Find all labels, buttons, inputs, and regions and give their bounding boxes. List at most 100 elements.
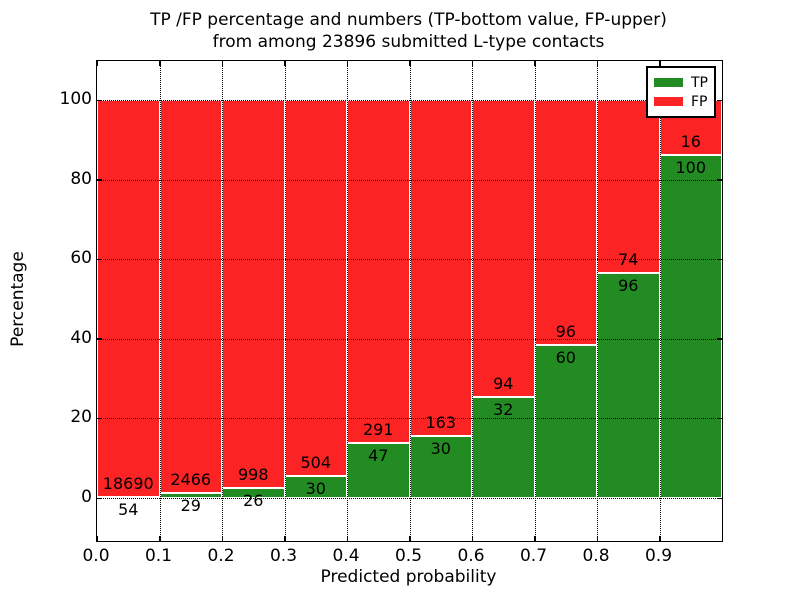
tp-bar-segment: [534, 344, 597, 498]
legend-item: TP: [654, 73, 714, 92]
tp-count-label: 47: [368, 445, 389, 465]
x-gridline: [659, 61, 661, 541]
tp-bar-segment: [347, 442, 410, 498]
fp-count-label: 96: [555, 321, 576, 341]
x-tick-label: 0.4: [332, 546, 360, 566]
tp-bar-segment: [597, 273, 660, 498]
legend-item: FP: [654, 92, 714, 111]
y-tick-mark-left: [97, 338, 102, 340]
fp-bar-segment: [284, 100, 347, 476]
x-tick-mark-bottom: [534, 536, 536, 541]
x-tick-label: 0.8: [582, 546, 610, 566]
legend-box: TP FP: [646, 66, 716, 118]
x-gridline: [222, 61, 223, 541]
tp-count-label: 26: [243, 490, 264, 510]
tp-count-label: 54: [118, 499, 139, 519]
x-tick-label: 0.1: [144, 546, 173, 566]
fp-count-label: 16: [680, 131, 701, 151]
x-tick-mark-top: [96, 61, 98, 66]
x-gridline: [409, 61, 411, 541]
y-tick-mark-right: [717, 417, 722, 420]
x-gridline: [472, 61, 473, 541]
y-tick-mark-right: [717, 99, 722, 101]
fp-count-label: 2466: [170, 470, 212, 490]
x-tick-mark-top: [221, 61, 223, 66]
x-tick-mark-top: [659, 61, 661, 66]
fp-count-label: 163: [425, 413, 457, 433]
legend-item-label: TP: [691, 74, 708, 91]
x-tick-mark-bottom: [409, 536, 411, 541]
tp-count-label: 60: [555, 347, 576, 367]
tp-count-label: 96: [618, 276, 639, 296]
fp-bar-segment: [159, 100, 222, 494]
y-tick-label: 80: [70, 168, 92, 189]
y-tick-mark-left: [97, 99, 102, 101]
x-tick-label: 0.7: [519, 546, 548, 566]
x-tick-mark-bottom: [96, 536, 98, 541]
y-tick-mark-left: [97, 497, 102, 499]
y-tick-label: 60: [70, 248, 92, 269]
y-tick-label: 100: [59, 89, 92, 109]
x-tick-mark-top: [346, 61, 348, 66]
x-tick-mark-bottom: [596, 536, 598, 541]
chart-title-line1: TP /FP percentage and numbers (TP-bottom…: [150, 10, 667, 30]
tp-count-label: 32: [493, 399, 514, 419]
x-gridline: [597, 61, 598, 541]
x-tick-mark-top: [284, 61, 286, 66]
x-tick-mark-top: [596, 61, 598, 66]
plot-area: 18690 54 2466 29 998 26 504 30 291 47 163 30 94 32 96 6…: [96, 60, 723, 542]
y-tick-label: 40: [70, 327, 92, 348]
x-tick-mark-bottom: [284, 536, 286, 541]
x-tick-label: 0.6: [457, 546, 485, 566]
y-tick-label: 0: [81, 487, 92, 507]
fp-count-label: 998: [237, 464, 269, 484]
tp-count-label: 30: [430, 439, 451, 459]
x-axis-label: Predicted probability: [320, 567, 497, 587]
fp-count-label: 18690: [102, 473, 154, 493]
legend-item-label: FP: [691, 93, 708, 110]
fp-bar-segment: [347, 100, 410, 443]
fp-bar-segment: [534, 100, 597, 345]
fp-bar-segment: [597, 100, 660, 274]
fp-count-label: 504: [300, 452, 332, 472]
fp-count-label: 291: [362, 419, 394, 439]
fp-legend-swatch: [654, 97, 683, 106]
x-tick-label: 0.3: [269, 546, 298, 566]
x-tick-mark-bottom: [159, 536, 161, 541]
y-tick-mark-right: [717, 497, 722, 499]
x-tick-mark-top: [534, 61, 536, 66]
fp-bar-segment: [409, 100, 472, 437]
tp-count-label: 29: [180, 496, 201, 516]
fp-bar-segment: [472, 100, 535, 397]
y-tick-mark-right: [717, 179, 722, 181]
x-tick-mark-top: [409, 61, 411, 66]
x-tick-mark-bottom: [471, 536, 473, 541]
y-tick-label: 20: [70, 407, 92, 428]
x-tick-mark-top: [159, 61, 161, 66]
y-tick-mark-right: [717, 338, 722, 340]
x-gridline: [347, 61, 348, 541]
x-tick-mark-bottom: [346, 536, 348, 541]
y-tick-mark-left: [97, 258, 102, 261]
fp-bar-segment: [97, 100, 160, 497]
y-axis-label: Percentage: [8, 251, 28, 347]
y-tick-mark-left: [97, 417, 102, 420]
y-tick-mark-right: [717, 258, 722, 261]
x-tick-label: 0.9: [644, 546, 673, 566]
x-gridline: [534, 61, 536, 541]
x-gridline: [159, 61, 161, 541]
tp-bar-segment: [659, 154, 722, 498]
tp-count-label: 30: [305, 478, 326, 498]
x-tick-mark-bottom: [659, 536, 661, 541]
tp-bar-segment: [472, 396, 535, 498]
x-tick-mark-bottom: [221, 536, 223, 541]
chart-title-line2: from among 23896 submitted L-type contac…: [212, 32, 605, 52]
x-tick-label: 0.0: [82, 546, 110, 566]
x-tick-mark-top: [471, 61, 473, 66]
fp-bar-segment: [222, 100, 285, 488]
tp-legend-swatch: [654, 78, 683, 87]
fp-count-label: 94: [493, 373, 514, 393]
x-tick-label: 0.2: [207, 546, 235, 566]
tp-count-label: 100: [675, 157, 707, 177]
